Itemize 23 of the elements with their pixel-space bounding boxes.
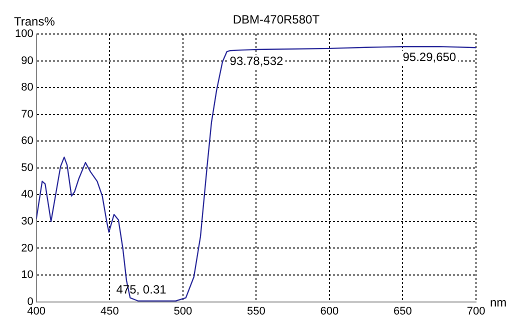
y-tick-label: 40 <box>21 188 34 201</box>
y-tick-label: 0 <box>27 296 34 308</box>
y-tick-label: 100 <box>14 28 34 40</box>
annotation: 93.78,532 <box>230 54 284 68</box>
y-tick-label: 60 <box>21 135 34 148</box>
y-tick-label: 50 <box>21 162 34 174</box>
x-tick-label: 650 <box>394 305 412 318</box>
y-tick-label: 10 <box>21 269 34 282</box>
x-tick-label: 500 <box>174 305 192 318</box>
y-tick-label: 70 <box>21 108 34 120</box>
x-tick-label: 550 <box>246 305 266 318</box>
y-tick-label: 20 <box>21 242 34 254</box>
x-axis-title: nm <box>490 295 507 310</box>
annotation: 95.29,650 <box>402 50 456 64</box>
x-tick-label: 450 <box>100 305 119 318</box>
x-tick-label: 600 <box>320 305 339 318</box>
y-tick-label: 80 <box>21 82 34 94</box>
y-tick-label: 30 <box>21 215 34 228</box>
y-axis-title: Trans% <box>14 14 56 28</box>
x-tick-label: 400 <box>27 305 46 318</box>
x-tick-label: 700 <box>466 305 486 318</box>
y-tick-label: 90 <box>21 54 34 67</box>
chart-title: DBM-470R580T <box>232 12 320 26</box>
